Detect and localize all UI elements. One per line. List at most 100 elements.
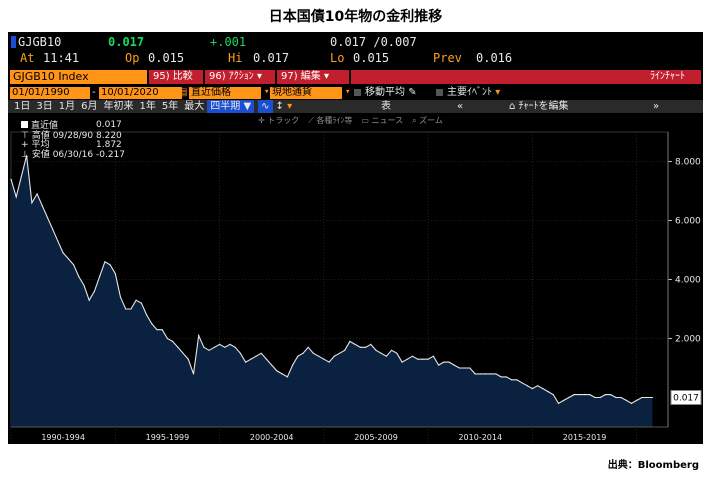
open-label: Op bbox=[125, 51, 140, 65]
track-tool-label: トラック bbox=[267, 116, 300, 125]
high-value: 0.017 bbox=[253, 51, 290, 65]
compare-button[interactable]: 95) 比較 bbox=[149, 70, 203, 84]
period-6m-button[interactable]: 6月 bbox=[81, 101, 98, 112]
line-chart-button[interactable]: ﾗｲﾝﾁｬｰﾄ bbox=[351, 70, 701, 84]
data-point bbox=[281, 373, 283, 375]
period-3d-button[interactable]: 3日 bbox=[36, 101, 53, 112]
frequency-select[interactable]: 四半期 ▼ bbox=[207, 100, 255, 113]
data-point bbox=[83, 284, 85, 286]
data-point bbox=[161, 329, 163, 331]
legend-high-label: 高値 09/28/90 bbox=[31, 130, 94, 141]
edit-chart-button[interactable]: ⌂ ﾁｬｰﾄを編集 bbox=[506, 100, 572, 113]
data-point bbox=[406, 358, 408, 360]
calendar-icon[interactable]: ▤ bbox=[178, 87, 188, 98]
start-date-input[interactable]: 01/01/1990 bbox=[10, 87, 90, 99]
lines-tool[interactable]: ⟋ 各種ﾗｲﾝ等 bbox=[308, 115, 352, 126]
period-5y-button[interactable]: 5年 bbox=[161, 101, 179, 112]
period-max-button[interactable]: 最大 bbox=[184, 101, 205, 112]
end-date-input[interactable]: 10/01/2020 bbox=[99, 87, 182, 99]
data-point bbox=[500, 376, 502, 378]
data-point bbox=[52, 228, 54, 230]
data-point bbox=[521, 382, 523, 384]
data-point bbox=[104, 261, 106, 263]
pencil-icon[interactable]: ✎ bbox=[408, 87, 417, 98]
data-point bbox=[177, 346, 179, 348]
currency-dropdown-icon[interactable]: ▾ bbox=[345, 87, 351, 97]
moving-average-checkbox-icon[interactable] bbox=[354, 88, 361, 96]
prev-label: Prev bbox=[433, 51, 462, 65]
yield-chart[interactable]: 2.000 4.000 6.000 8.000 1990-1994 1995-1999 20… bbox=[8, 112, 703, 444]
data-point bbox=[15, 196, 17, 198]
zoom-tool[interactable]: ⌕ ズーム bbox=[412, 115, 443, 126]
data-point bbox=[20, 175, 22, 177]
legend-row-average: + 平均 1.872 bbox=[21, 140, 136, 151]
crosshair-icon: ✛ bbox=[258, 116, 265, 125]
data-point bbox=[338, 352, 341, 354]
track-tool[interactable]: ✛ トラック bbox=[258, 115, 299, 126]
news-tool[interactable]: ▭ ニュース bbox=[361, 115, 403, 126]
data-point bbox=[610, 394, 612, 396]
prev-value: 0.016 bbox=[476, 51, 513, 65]
data-point bbox=[46, 217, 49, 219]
x-tick-label: 2010-2014 bbox=[458, 433, 502, 442]
data-point bbox=[36, 193, 38, 195]
low-label: Lo bbox=[330, 51, 345, 65]
data-point bbox=[146, 314, 148, 316]
price-type-select[interactable]: 直近価格 bbox=[189, 87, 261, 99]
price-type-dropdown-icon[interactable]: ▾ bbox=[264, 87, 270, 97]
data-point bbox=[354, 343, 356, 345]
period-1m-button[interactable]: 1月 bbox=[58, 101, 76, 112]
last-value-tag: 0.017 bbox=[673, 394, 699, 404]
legend-low-value: -0.217 bbox=[96, 149, 126, 160]
open-value: 0.015 bbox=[148, 51, 185, 65]
data-point bbox=[474, 373, 476, 375]
legend-average-value: 1.872 bbox=[96, 140, 122, 150]
bloomberg-terminal-window: GJGB10 0.017 +.001 0.017 /0.007 At 11:41… bbox=[8, 32, 703, 444]
x-tick-label: 2005-2009 bbox=[354, 433, 398, 442]
collapse-icon[interactable]: « bbox=[457, 101, 464, 112]
data-point bbox=[239, 352, 241, 354]
chart-type-button[interactable]: ↕ ▾ bbox=[273, 100, 296, 113]
data-point bbox=[531, 388, 534, 390]
zoom-icon: ⌕ bbox=[412, 116, 417, 125]
y-tick-label: 8.000 bbox=[675, 158, 701, 168]
data-point bbox=[78, 276, 80, 278]
data-point bbox=[432, 355, 434, 357]
data-point bbox=[187, 358, 189, 360]
ticker-symbol[interactable]: GJGB10 bbox=[18, 35, 62, 49]
data-point bbox=[380, 352, 382, 354]
data-point bbox=[26, 155, 28, 157]
legend-last-value: 0.017 bbox=[96, 120, 122, 130]
data-point bbox=[359, 346, 361, 348]
actions-button[interactable]: 96) ｱｸｼｮﾝ ▾ bbox=[205, 70, 275, 84]
period-1d-button[interactable]: 1日 bbox=[14, 101, 31, 112]
data-point bbox=[490, 373, 492, 375]
line-style-button[interactable]: ∿ bbox=[258, 100, 273, 113]
period-1y-button[interactable]: 1年 bbox=[139, 101, 156, 112]
expand-icon[interactable]: » bbox=[653, 101, 660, 112]
events-toggle[interactable]: 主要ｲﾍﾞﾝﾄ ▾ bbox=[436, 86, 500, 99]
data-point bbox=[10, 178, 12, 180]
edit-button[interactable]: 97) 編集 ▾ bbox=[277, 70, 349, 84]
data-point bbox=[203, 346, 205, 348]
period-ytd-button[interactable]: 年初来 bbox=[103, 101, 134, 112]
events-checkbox-icon[interactable] bbox=[436, 88, 443, 96]
currency-select[interactable]: 現地通貨 bbox=[270, 87, 342, 99]
data-point bbox=[495, 373, 497, 375]
data-point bbox=[604, 394, 607, 396]
data-point bbox=[265, 358, 268, 360]
y-tick-label: 6.000 bbox=[675, 217, 701, 227]
legend-last-label: 直近値 bbox=[31, 121, 59, 131]
moving-average-toggle[interactable]: 移動平均 ✎ bbox=[354, 86, 417, 99]
table-button[interactable]: 表 bbox=[381, 101, 391, 112]
data-point bbox=[484, 373, 487, 375]
data-point bbox=[479, 373, 481, 375]
security-field[interactable]: GJGB10 Index bbox=[10, 70, 147, 84]
events-dropdown-icon[interactable]: ▾ bbox=[495, 87, 501, 98]
data-point bbox=[427, 358, 429, 360]
y-tick-label: 2.000 bbox=[675, 335, 701, 345]
legend-average-label: 平均 bbox=[31, 140, 50, 150]
edit-dropdown-icon: ▾ bbox=[324, 71, 330, 82]
data-point bbox=[438, 364, 440, 366]
moving-average-label: 移動平均 bbox=[365, 87, 405, 98]
